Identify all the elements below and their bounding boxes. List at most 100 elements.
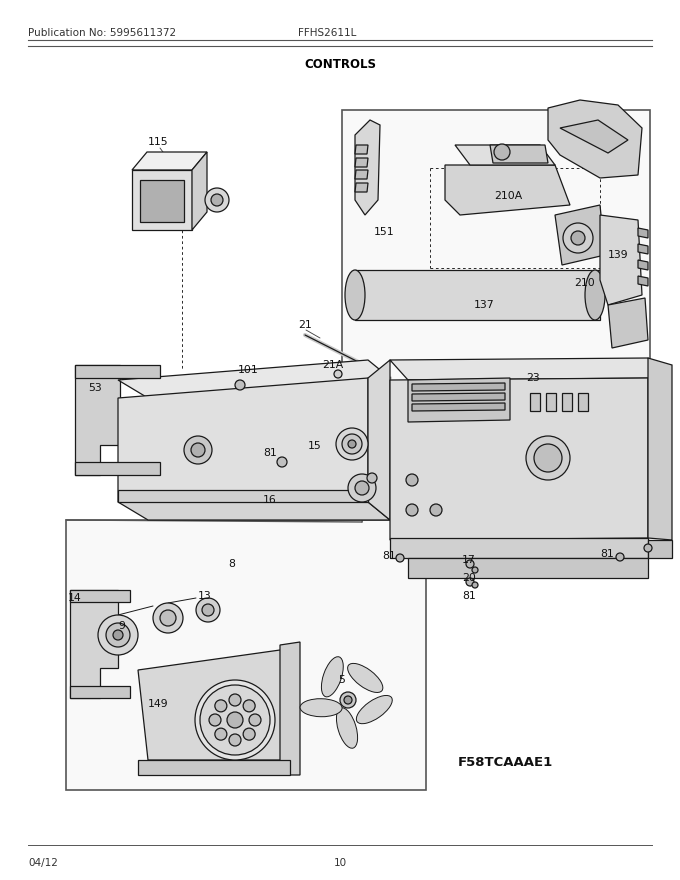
Bar — [66, 520, 426, 790]
Polygon shape — [600, 215, 642, 305]
Polygon shape — [70, 590, 118, 698]
Circle shape — [160, 610, 176, 626]
Polygon shape — [118, 360, 390, 398]
Circle shape — [342, 434, 362, 454]
Polygon shape — [75, 365, 120, 475]
Text: 16: 16 — [263, 495, 277, 505]
Polygon shape — [648, 358, 672, 540]
Circle shape — [200, 685, 270, 755]
Circle shape — [227, 712, 243, 728]
Polygon shape — [608, 298, 648, 348]
Polygon shape — [412, 403, 505, 411]
Polygon shape — [408, 558, 648, 578]
Circle shape — [277, 457, 287, 467]
Polygon shape — [412, 393, 505, 401]
Circle shape — [367, 473, 377, 483]
Polygon shape — [138, 760, 290, 775]
Polygon shape — [132, 170, 192, 230]
Circle shape — [209, 714, 221, 726]
Polygon shape — [355, 183, 368, 192]
Circle shape — [494, 144, 510, 160]
Circle shape — [466, 578, 474, 586]
Circle shape — [196, 598, 220, 622]
Text: F58TCAAAE1: F58TCAAAE1 — [458, 756, 554, 768]
Text: 81: 81 — [382, 551, 396, 561]
Circle shape — [229, 734, 241, 746]
Polygon shape — [490, 145, 548, 163]
Polygon shape — [118, 490, 368, 502]
Polygon shape — [560, 120, 628, 153]
Circle shape — [526, 436, 570, 480]
Bar — [546, 393, 556, 411]
Text: Publication No: 5995611372: Publication No: 5995611372 — [28, 28, 176, 38]
Circle shape — [396, 554, 404, 562]
Polygon shape — [75, 365, 160, 378]
Circle shape — [644, 544, 652, 552]
Polygon shape — [355, 270, 600, 320]
Polygon shape — [355, 120, 380, 215]
Circle shape — [215, 728, 227, 740]
Ellipse shape — [322, 656, 343, 697]
Polygon shape — [638, 260, 648, 270]
Text: 81: 81 — [263, 448, 277, 458]
Circle shape — [211, 194, 223, 206]
Text: 139: 139 — [608, 250, 628, 260]
Circle shape — [205, 188, 229, 212]
Polygon shape — [390, 378, 648, 540]
Text: 13: 13 — [198, 591, 211, 601]
Polygon shape — [548, 100, 642, 178]
Polygon shape — [638, 244, 648, 254]
Ellipse shape — [345, 270, 365, 320]
Circle shape — [184, 436, 212, 464]
Polygon shape — [455, 145, 555, 165]
Polygon shape — [648, 540, 672, 558]
Text: 14: 14 — [68, 593, 82, 603]
Circle shape — [106, 623, 130, 647]
Polygon shape — [412, 383, 505, 391]
Circle shape — [98, 615, 138, 655]
Text: 21A: 21A — [322, 360, 343, 370]
Text: 04/12: 04/12 — [28, 858, 58, 868]
Circle shape — [191, 443, 205, 457]
Polygon shape — [390, 538, 648, 558]
Text: 17: 17 — [462, 555, 476, 565]
Text: 53: 53 — [88, 383, 102, 393]
Circle shape — [195, 680, 275, 760]
Circle shape — [406, 474, 418, 486]
Polygon shape — [70, 590, 130, 602]
Bar — [562, 393, 572, 411]
Circle shape — [340, 692, 356, 708]
Text: 149: 149 — [148, 699, 169, 709]
Bar — [530, 393, 540, 411]
Text: 9: 9 — [118, 621, 125, 631]
Circle shape — [113, 630, 123, 640]
Circle shape — [334, 370, 342, 378]
Circle shape — [472, 567, 478, 573]
Text: 5: 5 — [338, 675, 345, 685]
Circle shape — [348, 474, 376, 502]
Bar — [342, 110, 650, 390]
Polygon shape — [118, 502, 390, 520]
Text: 81: 81 — [462, 591, 476, 601]
Ellipse shape — [300, 699, 342, 716]
Circle shape — [249, 714, 261, 726]
Text: CONTROLS: CONTROLS — [304, 58, 376, 71]
Circle shape — [243, 728, 255, 740]
Text: 21: 21 — [298, 320, 311, 330]
Text: 101: 101 — [238, 365, 259, 375]
Polygon shape — [445, 165, 570, 215]
Text: 23: 23 — [526, 373, 540, 383]
Polygon shape — [118, 378, 368, 502]
Polygon shape — [70, 686, 130, 698]
Text: 137: 137 — [474, 300, 494, 310]
Circle shape — [235, 380, 245, 390]
Circle shape — [355, 481, 369, 495]
Polygon shape — [138, 650, 290, 760]
Polygon shape — [390, 358, 660, 380]
Circle shape — [406, 504, 418, 516]
Ellipse shape — [356, 695, 392, 723]
Polygon shape — [638, 276, 648, 286]
Polygon shape — [75, 462, 160, 475]
Circle shape — [229, 694, 241, 706]
Polygon shape — [638, 228, 648, 238]
